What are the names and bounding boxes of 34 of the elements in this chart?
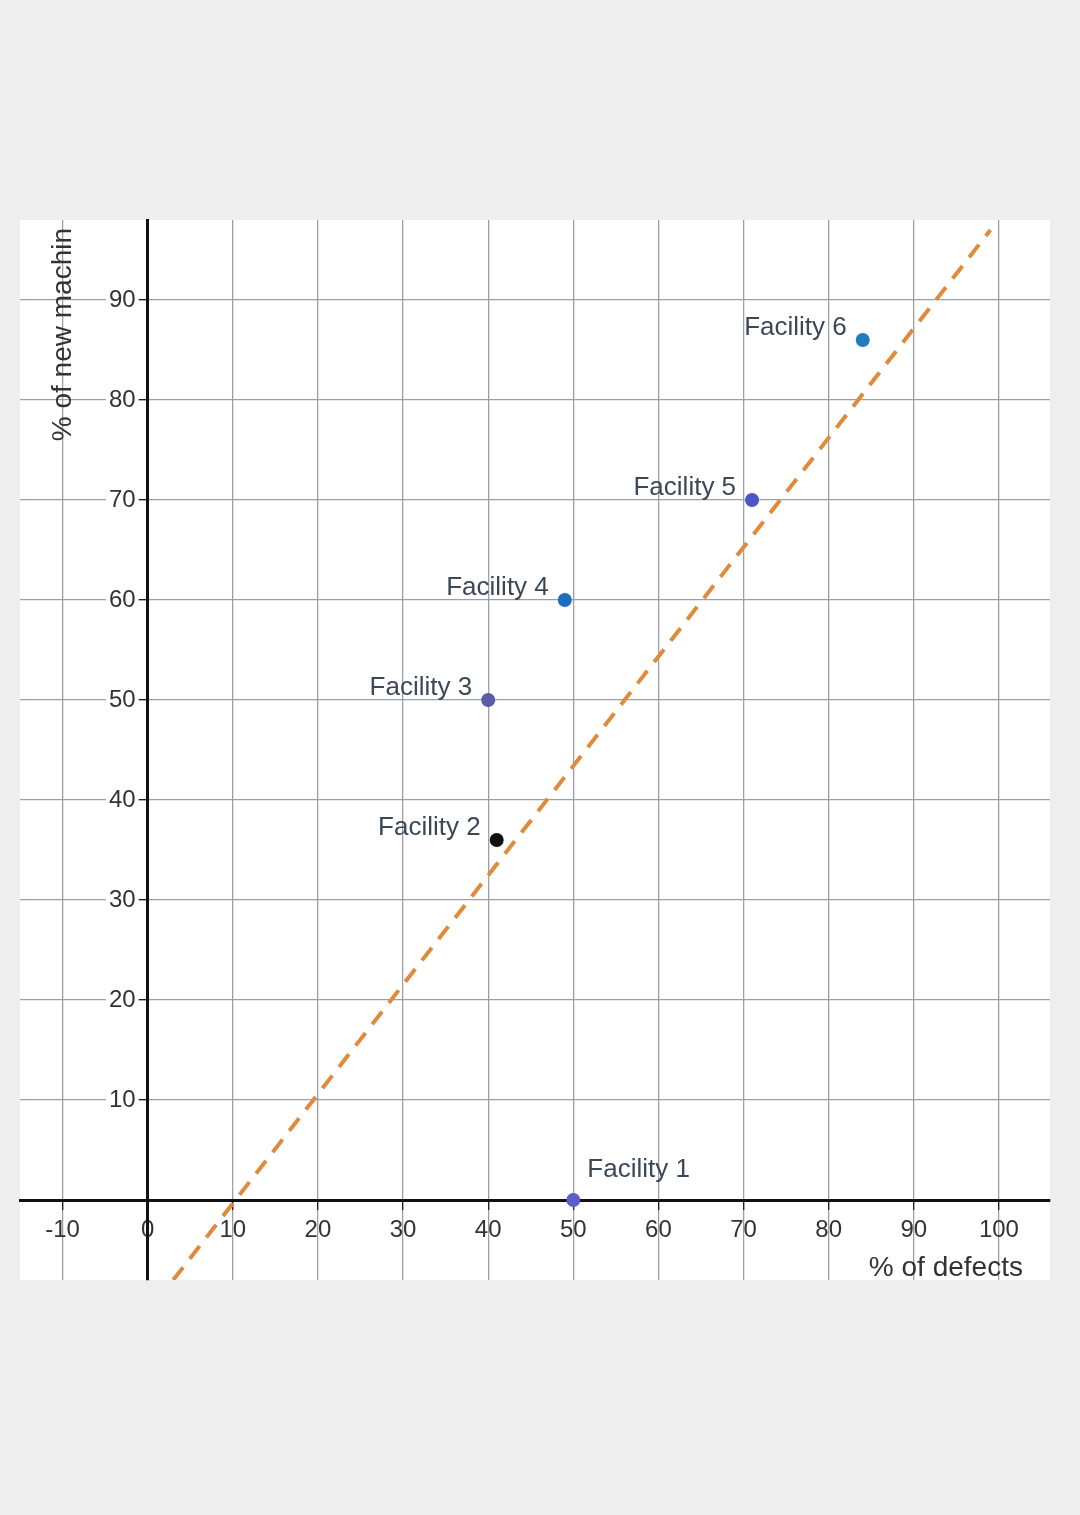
x-tick-label: -10 — [45, 1215, 80, 1243]
series-label: Facility 3 — [369, 671, 473, 702]
y-tick-label: 10 — [108, 1084, 136, 1112]
y-tick-label: 80 — [108, 384, 136, 412]
x-tick-label: 80 — [815, 1215, 843, 1243]
series-label: Facility 6 — [744, 311, 847, 342]
y-tick-label: 60 — [108, 584, 136, 612]
x-axis-title: % of defects — [868, 1250, 1023, 1282]
y-tick-label: 50 — [108, 684, 136, 712]
point — [481, 693, 496, 707]
x-tick-label: 10 — [219, 1215, 247, 1243]
x-tick-label: 20 — [304, 1215, 332, 1243]
series-label: Facility 4 — [446, 571, 549, 602]
x-tick-label: 60 — [645, 1215, 672, 1243]
series-label: Facility 5 — [633, 471, 737, 502]
x-tick-label: 70 — [730, 1215, 757, 1243]
x-tick-label: 30 — [389, 1215, 417, 1243]
y-tick-label: 90 — [108, 284, 136, 312]
point — [745, 493, 760, 507]
point — [566, 1193, 581, 1207]
y-tick-label: 30 — [108, 884, 136, 912]
y-axis-title: % of new machin — [46, 228, 78, 442]
y-tick-label: 20 — [108, 984, 136, 1012]
x-tick-label: 40 — [474, 1215, 502, 1243]
y-tick-label: 40 — [108, 784, 136, 812]
x-tick-label: 90 — [900, 1215, 928, 1243]
series-label: Facility 2 — [378, 811, 481, 842]
point — [855, 333, 870, 347]
x-tick-label: 100 — [978, 1215, 1019, 1243]
x-tick-label: 50 — [559, 1215, 587, 1243]
point — [557, 593, 572, 607]
series-label: Facility 1 — [587, 1153, 690, 1184]
y-tick-label: 70 — [108, 484, 136, 512]
point — [489, 833, 504, 847]
